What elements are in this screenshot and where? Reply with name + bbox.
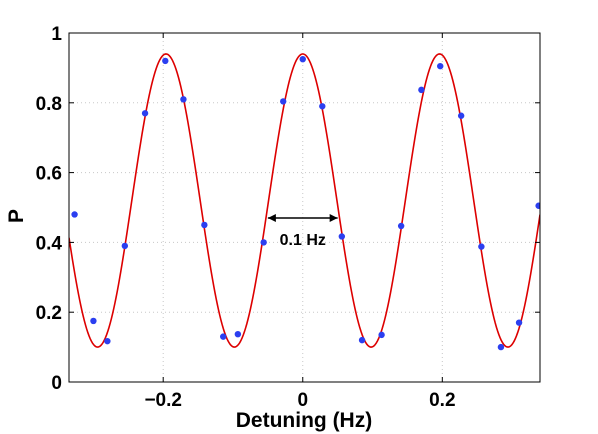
data-point (162, 57, 169, 65)
annotation-arrowhead-right (329, 213, 338, 222)
data-point (457, 112, 465, 119)
y-tick-label: 1 (51, 24, 62, 45)
plot-frame (68, 32, 541, 383)
data-point (378, 331, 385, 339)
y-tick-label: 0.2 (36, 303, 62, 324)
y-tick-label: 0.4 (36, 233, 63, 254)
data-point (280, 98, 287, 105)
x-tick-label: 0 (297, 390, 308, 411)
plot-background (69, 33, 540, 382)
x-tick-label: −0.2 (144, 390, 182, 411)
data-point (220, 333, 227, 340)
data-point (260, 239, 267, 246)
x-tick-label: 0.2 (429, 390, 455, 411)
data-point (535, 202, 540, 209)
data-point (141, 110, 149, 117)
y-tick-label: 0 (51, 373, 62, 394)
fit-curve (69, 53, 540, 348)
data-point (358, 336, 366, 344)
x-axis-title: Detuning (Hz) (236, 409, 372, 432)
data-point (299, 55, 306, 63)
data-point (201, 221, 208, 229)
data-point (90, 317, 97, 325)
data-point (104, 337, 111, 345)
data-point (418, 86, 425, 94)
data-point (71, 211, 78, 218)
data-point (319, 103, 326, 110)
annotation-label: 0.1 Hz (280, 232, 326, 249)
y-tick-label: 0.6 (36, 164, 62, 185)
data-point (338, 233, 346, 240)
data-point (234, 330, 242, 338)
data-point (121, 242, 129, 250)
data-point (478, 243, 485, 250)
ticks: −0.2 0 0.2 0 0.2 0.4 0.6 0.8 1 (36, 24, 540, 411)
series-layer (69, 53, 540, 351)
data-point (497, 343, 505, 351)
annotation-arrowhead-left (267, 213, 276, 222)
y-axis-title: P (5, 209, 28, 223)
data-point (397, 222, 405, 230)
data-point (180, 96, 187, 103)
annotations: 0.1 Hz (267, 213, 338, 249)
y-tick-label: 0.8 (36, 94, 62, 115)
data-point (437, 62, 444, 70)
data-point (515, 319, 523, 326)
